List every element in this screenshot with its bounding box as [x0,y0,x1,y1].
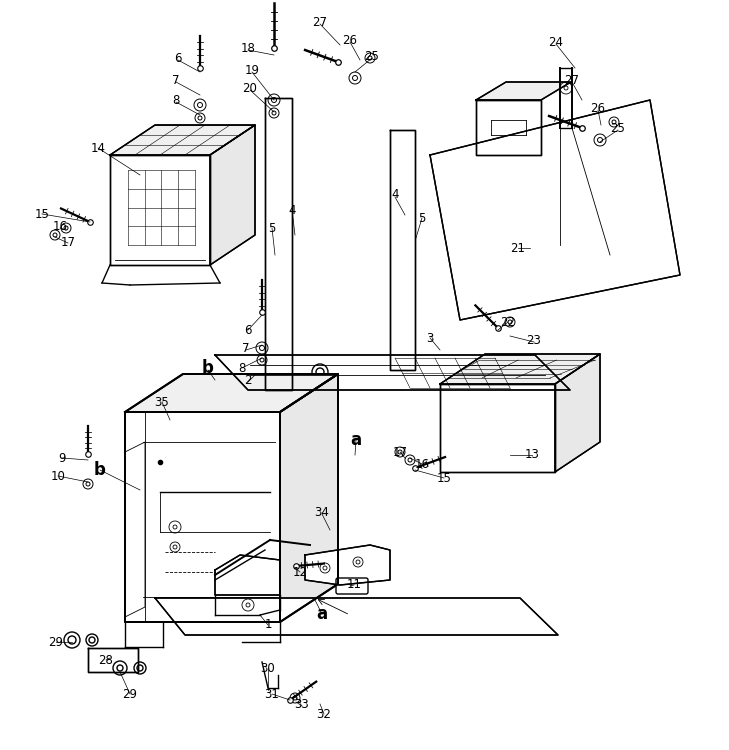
Text: 6: 6 [244,323,252,337]
Text: 17: 17 [61,236,76,248]
Polygon shape [155,598,558,635]
Text: 4: 4 [288,203,296,217]
Polygon shape [110,125,255,155]
Text: 32: 32 [316,707,332,721]
Polygon shape [215,555,280,595]
Text: 15: 15 [34,208,50,220]
Text: 31: 31 [265,688,279,700]
Text: 8: 8 [238,362,246,374]
Text: 29: 29 [122,688,138,700]
Text: b: b [202,359,214,377]
Polygon shape [390,130,415,370]
Text: 15: 15 [437,472,451,484]
Text: 9: 9 [58,452,66,464]
Polygon shape [555,354,600,472]
FancyBboxPatch shape [336,578,368,594]
Text: 12: 12 [292,566,308,578]
Text: 7: 7 [242,341,250,355]
Polygon shape [305,545,390,585]
Text: 29: 29 [49,635,63,649]
Text: 6: 6 [174,52,182,64]
Text: 14: 14 [90,142,106,154]
Text: 27: 27 [313,16,327,28]
Text: 2: 2 [244,374,252,386]
Polygon shape [265,98,292,390]
Text: 7: 7 [172,74,180,86]
Text: 25: 25 [364,50,379,62]
Polygon shape [125,412,280,622]
Polygon shape [430,100,680,320]
Text: 16: 16 [52,220,68,232]
Text: 3: 3 [426,332,434,344]
Text: 1: 1 [264,619,272,632]
Text: 13: 13 [525,448,539,461]
Text: 21: 21 [510,242,526,254]
Text: 30: 30 [261,662,276,674]
Text: a: a [351,431,362,449]
Text: 17: 17 [392,446,408,458]
Polygon shape [280,374,338,622]
Text: 10: 10 [50,470,66,482]
Polygon shape [440,354,600,384]
Text: 34: 34 [314,506,330,518]
Text: b: b [94,461,106,479]
Text: 11: 11 [346,578,362,592]
Polygon shape [476,100,541,155]
Text: 19: 19 [244,64,260,76]
Text: 35: 35 [155,395,169,409]
Text: 18: 18 [241,41,255,55]
Text: 26: 26 [343,34,357,46]
Text: 20: 20 [243,82,257,94]
Polygon shape [215,355,570,390]
Text: 26: 26 [590,101,606,115]
Text: 23: 23 [526,334,542,346]
Text: 28: 28 [98,653,114,667]
Text: 16: 16 [415,458,429,470]
Text: 5: 5 [268,221,276,235]
Polygon shape [88,648,138,672]
Text: 4: 4 [391,188,399,202]
Text: 25: 25 [611,122,625,134]
Polygon shape [476,82,571,100]
Text: 33: 33 [295,698,309,710]
Polygon shape [110,155,210,265]
Text: 27: 27 [564,74,580,86]
Text: 8: 8 [172,94,179,106]
Polygon shape [125,374,338,412]
Text: 24: 24 [548,35,564,49]
Text: 22: 22 [501,316,515,328]
Polygon shape [210,125,255,265]
Text: 5: 5 [418,211,426,224]
Text: a: a [316,605,327,623]
Polygon shape [440,384,555,472]
